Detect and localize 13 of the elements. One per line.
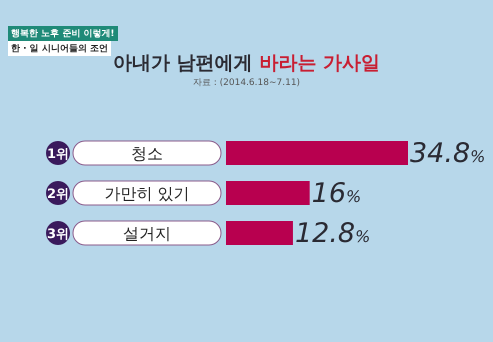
text: 2위 — [46, 187, 70, 202]
data-label: 16% — [312, 178, 362, 209]
data-label: 12.8% — [294, 218, 370, 249]
text: 한 · 일 시니어들의 조언 — [8, 41, 111, 56]
text: 행복한 노후 준비 이렇게! — [8, 26, 118, 41]
text: 1위 — [46, 147, 70, 162]
text: 자료 : (2014.6.18~7.11) — [192, 77, 302, 89]
text: 3위 — [46, 227, 70, 242]
y-tick-label: 가만히 있기 — [104, 184, 190, 203]
chart-title: 아내가 남편에게 바라는 가사일 — [113, 52, 380, 74]
data-label: 34.8% — [410, 138, 486, 169]
y-tick-label: 설거지 — [123, 224, 171, 243]
y-tick-label: 청소 — [131, 144, 163, 163]
